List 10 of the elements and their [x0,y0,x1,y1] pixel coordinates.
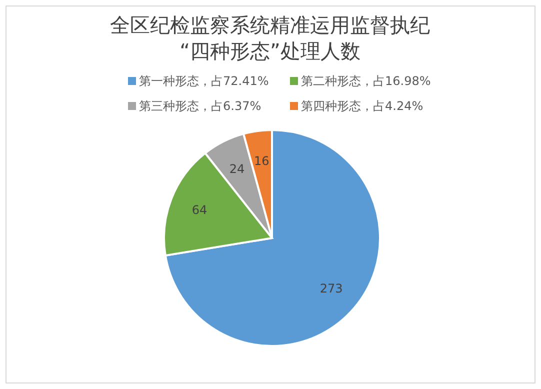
data-label: 16 [254,154,270,168]
legend-label: 第一种形态，占72.41% [139,74,269,88]
data-label: 273 [320,282,343,296]
data-label: 64 [192,203,208,218]
pie-slice [164,129,381,347]
legend-label: 第四种形态，占4.24% [301,99,424,113]
data-label: 24 [229,162,245,176]
legend-label: 第二种形态，占16.98% [301,74,431,88]
chart-title: 全区纪检监察系统精准运用监督执纪 “四种形态”处理人数 [110,13,430,63]
legend-label: 第三种形态，占6.37% [139,99,262,113]
